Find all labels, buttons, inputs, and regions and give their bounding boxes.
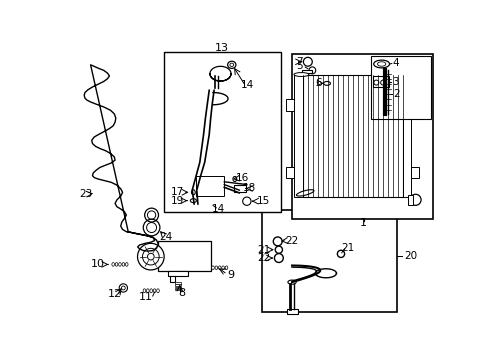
Text: 11: 11 xyxy=(139,292,153,302)
Circle shape xyxy=(142,248,159,265)
Text: 22: 22 xyxy=(285,235,298,246)
Ellipse shape xyxy=(222,266,224,270)
Ellipse shape xyxy=(112,262,114,266)
Text: 21: 21 xyxy=(257,245,270,255)
Text: 5: 5 xyxy=(296,61,302,71)
Text: 17: 17 xyxy=(170,187,183,197)
Text: 2: 2 xyxy=(393,90,400,99)
Text: 16: 16 xyxy=(235,173,248,183)
Ellipse shape xyxy=(125,262,128,266)
Text: 18: 18 xyxy=(243,184,256,193)
Ellipse shape xyxy=(377,62,385,66)
Ellipse shape xyxy=(119,262,121,266)
Ellipse shape xyxy=(287,280,296,284)
Text: 10: 10 xyxy=(90,260,104,269)
Bar xyxy=(285,167,293,177)
Text: 19: 19 xyxy=(170,195,183,206)
Text: 4: 4 xyxy=(392,58,398,68)
Text: 21: 21 xyxy=(340,243,353,253)
Text: 13: 13 xyxy=(214,43,228,53)
Bar xyxy=(174,282,181,284)
Bar xyxy=(303,75,402,197)
Bar xyxy=(407,195,412,204)
Ellipse shape xyxy=(225,266,227,270)
Text: 22: 22 xyxy=(257,253,270,263)
Bar xyxy=(167,270,188,276)
Ellipse shape xyxy=(146,289,149,293)
Text: 3: 3 xyxy=(391,77,398,87)
Ellipse shape xyxy=(293,73,308,76)
Bar xyxy=(163,51,280,212)
Ellipse shape xyxy=(296,190,313,196)
Bar xyxy=(262,210,397,312)
Text: 12: 12 xyxy=(108,289,122,299)
Bar xyxy=(158,242,211,270)
Circle shape xyxy=(137,243,164,270)
Ellipse shape xyxy=(115,262,118,266)
Bar xyxy=(196,176,224,196)
Ellipse shape xyxy=(323,81,330,85)
Bar xyxy=(302,69,311,73)
Text: 24: 24 xyxy=(159,232,172,242)
Bar xyxy=(402,75,410,197)
Ellipse shape xyxy=(143,289,145,293)
Text: 15: 15 xyxy=(257,196,270,206)
Ellipse shape xyxy=(119,284,127,292)
Text: 23: 23 xyxy=(79,189,93,199)
Ellipse shape xyxy=(156,289,159,293)
Bar xyxy=(233,185,245,192)
Text: 14: 14 xyxy=(212,204,225,214)
Bar xyxy=(174,287,181,288)
Ellipse shape xyxy=(153,289,156,293)
Ellipse shape xyxy=(122,262,124,266)
Bar xyxy=(291,54,432,219)
Ellipse shape xyxy=(211,266,214,270)
Bar xyxy=(285,99,293,111)
Ellipse shape xyxy=(308,67,315,74)
Bar xyxy=(410,167,418,177)
Bar xyxy=(372,76,388,87)
Ellipse shape xyxy=(232,176,236,181)
Bar xyxy=(410,99,418,111)
Ellipse shape xyxy=(191,190,195,195)
Ellipse shape xyxy=(150,289,152,293)
Text: 9: 9 xyxy=(227,270,234,280)
Ellipse shape xyxy=(373,60,389,68)
Bar xyxy=(174,289,181,291)
Bar xyxy=(174,284,181,286)
Text: 6: 6 xyxy=(314,78,321,88)
Text: 1: 1 xyxy=(359,218,366,228)
Ellipse shape xyxy=(227,61,235,68)
Text: 14: 14 xyxy=(241,80,254,90)
Circle shape xyxy=(147,253,154,260)
Text: 7: 7 xyxy=(296,57,302,67)
Bar xyxy=(370,56,430,120)
Text: 8: 8 xyxy=(178,288,185,298)
Bar xyxy=(169,276,175,282)
Text: 20: 20 xyxy=(403,251,416,261)
Bar xyxy=(286,309,298,314)
Ellipse shape xyxy=(190,199,196,203)
Ellipse shape xyxy=(229,63,233,67)
Ellipse shape xyxy=(218,266,221,270)
Bar xyxy=(293,75,303,197)
Ellipse shape xyxy=(121,286,125,290)
Ellipse shape xyxy=(215,266,217,270)
